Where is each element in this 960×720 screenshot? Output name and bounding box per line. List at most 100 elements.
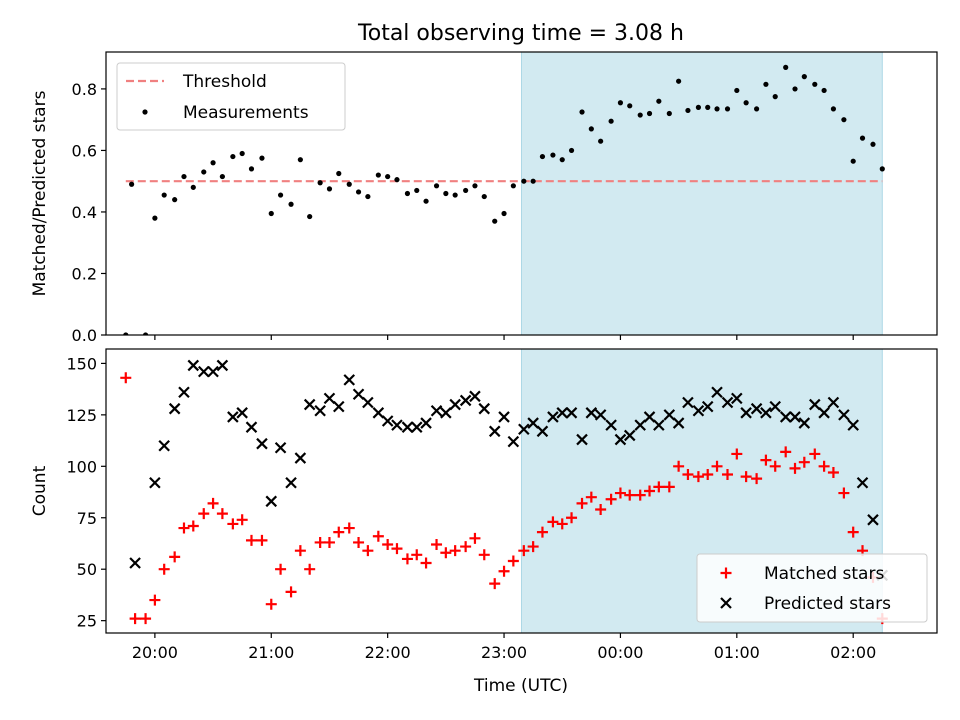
matched-star-point xyxy=(216,508,228,520)
measurement-point xyxy=(559,157,565,163)
predicted-star-point xyxy=(459,394,472,407)
matched-star-point xyxy=(362,545,374,557)
predicted-star-point xyxy=(227,411,239,423)
measurement-point xyxy=(676,78,682,84)
measurement-point xyxy=(821,87,827,94)
matched-star-point xyxy=(489,578,501,590)
matched-star-point xyxy=(673,460,685,472)
measurement-point xyxy=(617,100,624,106)
measurement-point xyxy=(879,166,885,172)
x-tick-label: 00:00 xyxy=(597,643,643,662)
predicted-star-point xyxy=(274,442,287,454)
predicted-star-point xyxy=(789,411,801,423)
measurement-point xyxy=(646,110,653,117)
predicted-star-point xyxy=(867,514,879,526)
measurement-point xyxy=(326,186,333,192)
measurement-point xyxy=(754,106,760,112)
predicted-star-point xyxy=(721,396,734,409)
y-tick-label: 125 xyxy=(66,406,97,425)
predicted-star-point xyxy=(149,476,161,489)
y-tick-label: 150 xyxy=(66,354,97,373)
measurement-point xyxy=(510,183,516,189)
measurement-point xyxy=(714,106,720,112)
predicted-star-point xyxy=(285,476,297,489)
matched-star-point xyxy=(653,481,665,493)
matched-star-point xyxy=(158,563,170,575)
predicted-star-point xyxy=(760,407,772,419)
measurement-point xyxy=(317,180,323,186)
predicted-star-point xyxy=(585,407,598,419)
predicted-star-point xyxy=(323,392,336,405)
legend-predicted-label: Predicted stars xyxy=(764,594,891,614)
predicted-star-point xyxy=(507,435,520,448)
measurement-point xyxy=(346,181,352,187)
legend-measurement-label: Measurements xyxy=(183,103,309,123)
measurement-point xyxy=(812,81,818,87)
measurement-point xyxy=(259,155,265,161)
measurement-point xyxy=(152,215,158,221)
predicted-star-point xyxy=(469,390,481,403)
predicted-star-point xyxy=(265,495,278,508)
measurement-point xyxy=(394,177,400,183)
matched-star-point xyxy=(780,446,792,458)
predicted-star-point xyxy=(663,409,676,421)
predicted-star-point xyxy=(178,386,190,398)
top-axes: 0.0 0.2 0.4 0.6 0.8 Matched/Predicted stars Th… xyxy=(30,51,938,345)
predicted-star-point xyxy=(672,417,685,429)
matched-star-point xyxy=(576,497,588,509)
measurement-point xyxy=(239,150,245,157)
matched-star-point xyxy=(634,489,646,501)
measurement-point xyxy=(656,98,662,104)
matched-star-point xyxy=(198,508,210,520)
measurement-point xyxy=(161,192,167,198)
matched-star-point xyxy=(827,466,839,478)
legend-matched-swatch xyxy=(720,567,732,579)
predicted-star-point xyxy=(245,421,258,433)
legend: Threshold Measurements xyxy=(116,62,346,131)
predicted-star-point xyxy=(343,374,356,386)
matched-star-point xyxy=(129,613,141,625)
matched-star-point xyxy=(391,543,403,555)
measurement-point xyxy=(307,213,313,220)
measurement-point xyxy=(830,106,837,112)
measurement-point xyxy=(870,141,876,147)
predicted-star-point xyxy=(256,437,268,450)
matched-star-point xyxy=(401,553,413,565)
matched-star-point xyxy=(207,497,219,509)
predicted-star-point xyxy=(187,359,200,372)
measurement-point xyxy=(423,198,429,204)
predicted-star-point xyxy=(653,419,665,431)
y-tick-label: 0.8 xyxy=(72,80,97,99)
predicted-star-point xyxy=(798,417,811,429)
measurement-point xyxy=(288,201,294,207)
matched-star-point xyxy=(120,372,132,384)
predicted-star-point xyxy=(168,402,181,415)
measurement-point xyxy=(463,187,469,194)
measurement-point xyxy=(763,81,769,87)
matched-star-point xyxy=(372,530,384,542)
matched-star-point xyxy=(751,473,763,485)
matched-star-point xyxy=(507,555,519,567)
measurement-point xyxy=(492,218,498,224)
measurement-point xyxy=(550,152,556,158)
measurement-point xyxy=(637,112,643,118)
predicted-star-point xyxy=(731,392,743,405)
predicted-star-point xyxy=(565,407,578,419)
matched-star-point xyxy=(304,563,316,575)
measurement-point xyxy=(666,110,672,117)
predicted-star-point xyxy=(372,407,385,419)
matched-star-point xyxy=(245,534,257,546)
predicted-star-point xyxy=(692,404,705,417)
predicted-star-point xyxy=(547,411,559,423)
measurement-point xyxy=(172,197,178,203)
y-tick-label: 0.0 xyxy=(72,326,97,345)
predicted-star-point xyxy=(303,398,316,411)
predicted-star-point xyxy=(352,388,365,401)
measurement-point xyxy=(685,107,691,114)
predicted-star-point xyxy=(779,411,792,423)
measurement-point xyxy=(521,178,527,184)
y-tick-label: 0.6 xyxy=(72,141,97,160)
measurement-point xyxy=(443,190,449,197)
predicted-star-point xyxy=(634,419,646,431)
matched-star-point xyxy=(731,448,743,460)
